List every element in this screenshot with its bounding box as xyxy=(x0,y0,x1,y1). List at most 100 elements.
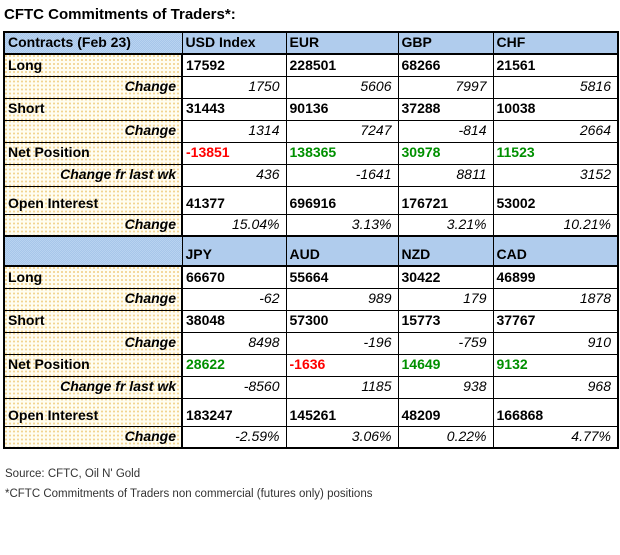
cell-value: 9132 xyxy=(492,353,619,377)
source-line: Source: CFTC, Oil N' Gold xyxy=(5,468,141,480)
column-header xyxy=(3,235,183,267)
footer: Source: CFTC, Oil N' Gold *CFTC Commitme… xyxy=(3,464,620,504)
row-label: Change xyxy=(3,119,183,143)
page: CFTC Commitments of Traders*: Contracts … xyxy=(3,6,620,504)
cell-value: 968 xyxy=(492,375,619,399)
cell-value: 166868 xyxy=(492,397,619,427)
table-row: Change 1314 7247 -814 2664 xyxy=(3,119,619,143)
cell-value: 55664 xyxy=(285,265,399,289)
cell-value: 14649 xyxy=(397,353,494,377)
cot-table-body: Contracts (Feb 23) USD Index EUR GBP CHF Long… xyxy=(3,31,619,449)
cell-value: 228501 xyxy=(285,53,399,77)
cell-value: 1314 xyxy=(181,119,287,143)
cell-value: 145261 xyxy=(285,397,399,427)
cell-value: 138365 xyxy=(285,141,399,165)
cell-value: 48209 xyxy=(397,397,494,427)
cot-table: Contracts (Feb 23) USD Index EUR GBP CHF Long… xyxy=(3,31,619,449)
header-row: JPY AUD NZD CAD xyxy=(3,235,619,267)
cell-value: 4.77% xyxy=(492,425,619,449)
column-header: JPY xyxy=(181,235,287,267)
cell-value: 66670 xyxy=(181,265,287,289)
row-label: Short xyxy=(3,97,183,121)
cell-value: 37288 xyxy=(397,97,494,121)
table-row: Change -62 989 179 1878 xyxy=(3,287,619,311)
table-row: Change 8498 -196 -759 910 xyxy=(3,331,619,355)
cell-value: 910 xyxy=(492,331,619,355)
cell-value: 696916 xyxy=(285,185,399,215)
cell-value: 57300 xyxy=(285,309,399,333)
table-row: Change fr last wk 436 -1641 8811 3152 xyxy=(3,163,619,187)
cell-value: 5816 xyxy=(492,75,619,99)
page-title: CFTC Commitments of Traders*: xyxy=(4,6,236,23)
cell-value: 1185 xyxy=(285,375,399,399)
row-label: Open Interest xyxy=(3,185,183,215)
cell-value: 15.04% xyxy=(181,213,287,237)
cell-value: 3152 xyxy=(492,163,619,187)
header-row: Contracts (Feb 23) USD Index EUR GBP CHF xyxy=(3,31,619,55)
cell-value: 17592 xyxy=(181,53,287,77)
row-label: Change xyxy=(3,425,183,449)
table-row: Change -2.59% 3.06% 0.22% 4.77% xyxy=(3,425,619,449)
cell-value: -196 xyxy=(285,331,399,355)
row-label: Net Position xyxy=(3,141,183,165)
cell-value: 30422 xyxy=(397,265,494,289)
cell-value: 41377 xyxy=(181,185,287,215)
cell-value: -759 xyxy=(397,331,494,355)
cell-value: 1878 xyxy=(492,287,619,311)
cell-value: 68266 xyxy=(397,53,494,77)
cell-value: 28622 xyxy=(181,353,287,377)
cell-value: 3.06% xyxy=(285,425,399,449)
row-label: Net Position xyxy=(3,353,183,377)
column-header: AUD xyxy=(285,235,399,267)
table-row: Long 66670 55664 30422 46899 xyxy=(3,265,619,289)
row-label: Change fr last wk xyxy=(3,163,183,187)
cell-value: -62 xyxy=(181,287,287,311)
row-label: Change xyxy=(3,287,183,311)
cell-value: 179 xyxy=(397,287,494,311)
cell-value: -8560 xyxy=(181,375,287,399)
row-label: Change xyxy=(3,331,183,355)
table-row: Net Position 28622 -1636 14649 9132 xyxy=(3,353,619,377)
cell-value: 2664 xyxy=(492,119,619,143)
table-row: Short 38048 57300 15773 37767 xyxy=(3,309,619,333)
cell-value: 938 xyxy=(397,375,494,399)
row-label: Long xyxy=(3,53,183,77)
cell-value: 37767 xyxy=(492,309,619,333)
table-row: Change 15.04% 3.13% 3.21% 10.21% xyxy=(3,213,619,237)
table-row: Net Position -13851 138365 30978 11523 xyxy=(3,141,619,165)
row-label: Short xyxy=(3,309,183,333)
column-header: GBP xyxy=(397,31,494,55)
cell-value: 10.21% xyxy=(492,213,619,237)
column-header: USD Index xyxy=(181,31,287,55)
cell-value: 5606 xyxy=(285,75,399,99)
cell-value: 176721 xyxy=(397,185,494,215)
table-row: Open Interest 41377 696916 176721 53002 xyxy=(3,185,619,215)
cell-value: 3.21% xyxy=(397,213,494,237)
table-row: Change 1750 5606 7997 5816 xyxy=(3,75,619,99)
cell-value: -13851 xyxy=(181,141,287,165)
cell-value: 436 xyxy=(181,163,287,187)
cell-value: 15773 xyxy=(397,309,494,333)
cell-value: -1636 xyxy=(285,353,399,377)
cell-value: 3.13% xyxy=(285,213,399,237)
cell-value: 0.22% xyxy=(397,425,494,449)
cell-value: 1750 xyxy=(181,75,287,99)
column-header: EUR xyxy=(285,31,399,55)
footnote-line: *CFTC Commitments of Traders non commerc… xyxy=(5,488,373,500)
cell-value: 7247 xyxy=(285,119,399,143)
column-header: Contracts (Feb 23) xyxy=(3,31,183,55)
row-label: Change fr last wk xyxy=(3,375,183,399)
cell-value: 30978 xyxy=(397,141,494,165)
cell-value: 21561 xyxy=(492,53,619,77)
cell-value: 7997 xyxy=(397,75,494,99)
cell-value: 38048 xyxy=(181,309,287,333)
cell-value: 53002 xyxy=(492,185,619,215)
cell-value: -2.59% xyxy=(181,425,287,449)
cell-value: -814 xyxy=(397,119,494,143)
cell-value: 31443 xyxy=(181,97,287,121)
column-header: CHF xyxy=(492,31,619,55)
cell-value: 8811 xyxy=(397,163,494,187)
cell-value: 46899 xyxy=(492,265,619,289)
table-row: Change fr last wk -8560 1185 938 968 xyxy=(3,375,619,399)
cell-value: 8498 xyxy=(181,331,287,355)
